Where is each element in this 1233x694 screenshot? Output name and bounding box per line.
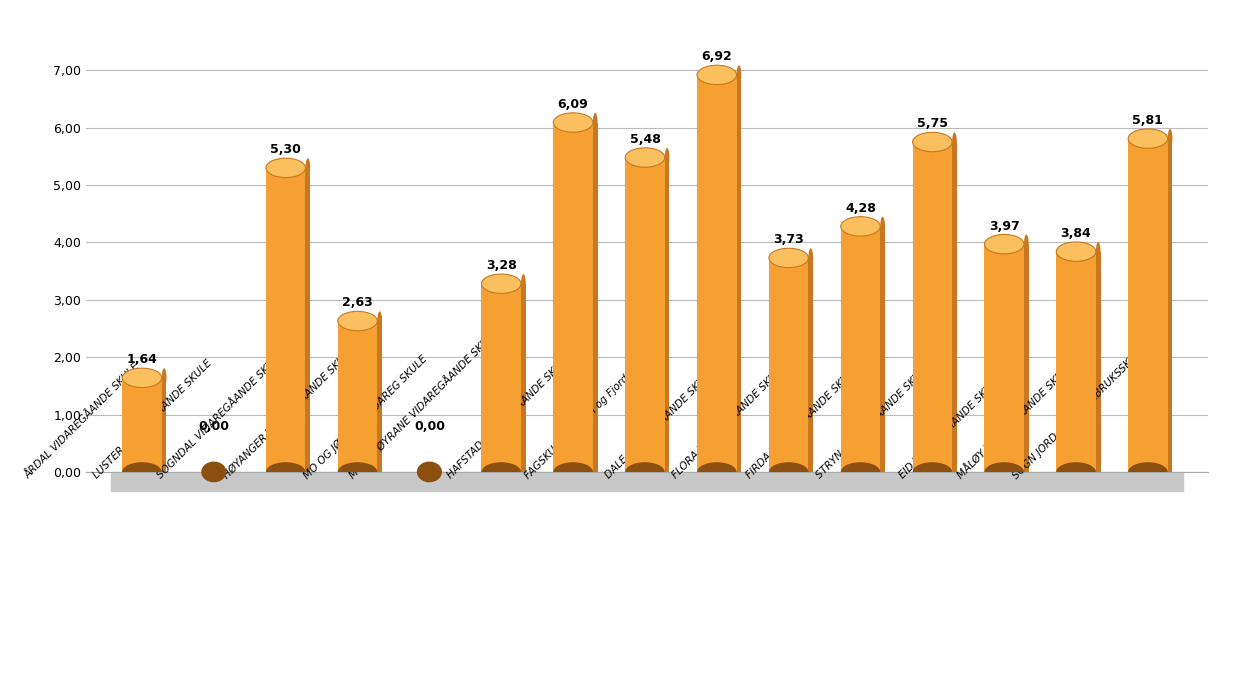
Text: FLORA VIDAREGÅANDE SKULE: FLORA VIDAREGÅANDE SKULE — [671, 363, 789, 481]
Text: 2,63: 2,63 — [343, 296, 372, 310]
Ellipse shape — [841, 217, 880, 236]
Bar — [769, 258, 809, 472]
Text: 6,09: 6,09 — [557, 98, 588, 111]
Ellipse shape — [554, 113, 593, 133]
Bar — [338, 321, 377, 472]
Text: MO OG JØLSTER VIDAREG SKULE: MO OG JØLSTER VIDAREG SKULE — [302, 353, 429, 481]
Ellipse shape — [697, 462, 736, 482]
Ellipse shape — [1128, 129, 1168, 149]
Text: SOGNDAL VIDAREGÅANDE SKULE: SOGNDAL VIDAREGÅANDE SKULE — [155, 350, 286, 481]
Ellipse shape — [266, 158, 306, 178]
Text: 3,73: 3,73 — [773, 233, 804, 246]
Ellipse shape — [665, 148, 670, 167]
Ellipse shape — [697, 65, 736, 85]
Bar — [1096, 252, 1101, 472]
Text: 0,00: 0,00 — [199, 420, 229, 433]
Ellipse shape — [202, 462, 226, 482]
Text: STRYN VIDAREGÅANDE SKULE: STRYN VIDAREGÅANDE SKULE — [814, 362, 932, 481]
Ellipse shape — [1023, 235, 1028, 254]
Text: MÅLØY VIDAREGÅANDE SKULE: MÅLØY VIDAREGÅANDE SKULE — [957, 361, 1076, 481]
Ellipse shape — [338, 462, 377, 482]
Text: 3,84: 3,84 — [1060, 227, 1091, 240]
Text: 5,48: 5,48 — [630, 133, 661, 146]
Text: SOGN JORD- OG HAGEBRUKSSKULE: SOGN JORD- OG HAGEBRUKSSKULE — [1011, 344, 1148, 481]
Bar — [697, 75, 736, 472]
Bar — [306, 168, 311, 472]
Text: FAGSKULEN i Sogn og Fjordane: FAGSKULEN i Sogn og Fjordane — [523, 359, 645, 481]
Ellipse shape — [952, 133, 957, 152]
Bar — [880, 226, 885, 472]
Ellipse shape — [1168, 129, 1173, 149]
Ellipse shape — [841, 462, 880, 482]
Bar — [111, 472, 1184, 491]
Ellipse shape — [625, 462, 665, 482]
Ellipse shape — [122, 462, 162, 482]
Bar — [952, 142, 957, 472]
Bar — [665, 158, 670, 472]
Text: EID VIDAREGÅANDE SKULE: EID VIDAREGÅANDE SKULE — [898, 374, 1004, 481]
Bar — [122, 378, 162, 472]
Text: ÅRDAL VIDAREGÅANDE SKULE: ÅRDAL VIDAREGÅANDE SKULE — [23, 362, 142, 481]
Text: HØYANGER VIDAREGÅANDE SKULE: HØYANGER VIDAREGÅANDE SKULE — [222, 346, 358, 481]
Ellipse shape — [769, 248, 809, 268]
Bar — [984, 244, 1023, 472]
Ellipse shape — [338, 312, 377, 331]
Bar — [482, 284, 522, 472]
Ellipse shape — [593, 113, 598, 133]
Bar — [266, 168, 306, 472]
Ellipse shape — [984, 235, 1023, 254]
Ellipse shape — [1057, 462, 1096, 482]
Ellipse shape — [984, 462, 1023, 482]
Text: DALE VIDAREGÅANDE SKULE: DALE VIDAREGÅANDE SKULE — [603, 367, 716, 481]
Ellipse shape — [880, 217, 885, 236]
Ellipse shape — [554, 462, 593, 482]
Text: HAFSTAD VIDAREGÅANDE SKULE: HAFSTAD VIDAREGÅANDE SKULE — [445, 353, 573, 481]
Ellipse shape — [377, 312, 382, 331]
Text: MO OG ØYRANE VIDAREGÅANDE SKULE: MO OG ØYRANE VIDAREGÅANDE SKULE — [349, 328, 502, 481]
Ellipse shape — [912, 462, 952, 482]
Bar — [593, 123, 598, 472]
Bar — [841, 226, 880, 472]
Bar — [912, 142, 952, 472]
Text: LUSTER VIDAREGÅANDE SKULE: LUSTER VIDAREGÅANDE SKULE — [91, 358, 213, 481]
Ellipse shape — [418, 462, 441, 482]
Text: 3,97: 3,97 — [989, 219, 1020, 232]
Ellipse shape — [162, 368, 166, 387]
Bar — [625, 158, 665, 472]
Text: 5,81: 5,81 — [1132, 114, 1164, 127]
Text: 4,28: 4,28 — [845, 202, 875, 214]
Ellipse shape — [122, 368, 162, 387]
Text: 3,28: 3,28 — [486, 259, 517, 272]
Ellipse shape — [625, 148, 665, 167]
Text: 0,00: 0,00 — [414, 420, 445, 433]
Bar — [1023, 244, 1028, 472]
Bar — [736, 75, 741, 472]
Bar — [1057, 252, 1096, 472]
Ellipse shape — [266, 462, 306, 482]
Ellipse shape — [912, 133, 952, 152]
Text: 6,92: 6,92 — [702, 50, 732, 63]
Ellipse shape — [736, 65, 741, 85]
Text: FIRDA VIDAREGÅANDE SKULE: FIRDA VIDAREGÅANDE SKULE — [745, 364, 861, 481]
Ellipse shape — [306, 158, 311, 178]
Ellipse shape — [1128, 462, 1168, 482]
Bar — [522, 284, 525, 472]
Bar — [1128, 139, 1168, 472]
Ellipse shape — [522, 274, 525, 294]
Ellipse shape — [769, 462, 809, 482]
Bar — [1168, 139, 1173, 472]
Bar — [809, 258, 813, 472]
Ellipse shape — [809, 248, 813, 268]
Ellipse shape — [482, 274, 522, 294]
Text: 5,30: 5,30 — [270, 143, 301, 156]
Bar — [554, 123, 593, 472]
Text: 1,64: 1,64 — [127, 353, 158, 366]
Bar — [377, 321, 382, 472]
Ellipse shape — [1096, 242, 1101, 262]
Bar — [162, 378, 166, 472]
Ellipse shape — [1057, 242, 1096, 262]
Ellipse shape — [482, 462, 522, 482]
Text: 5,75: 5,75 — [917, 117, 948, 130]
